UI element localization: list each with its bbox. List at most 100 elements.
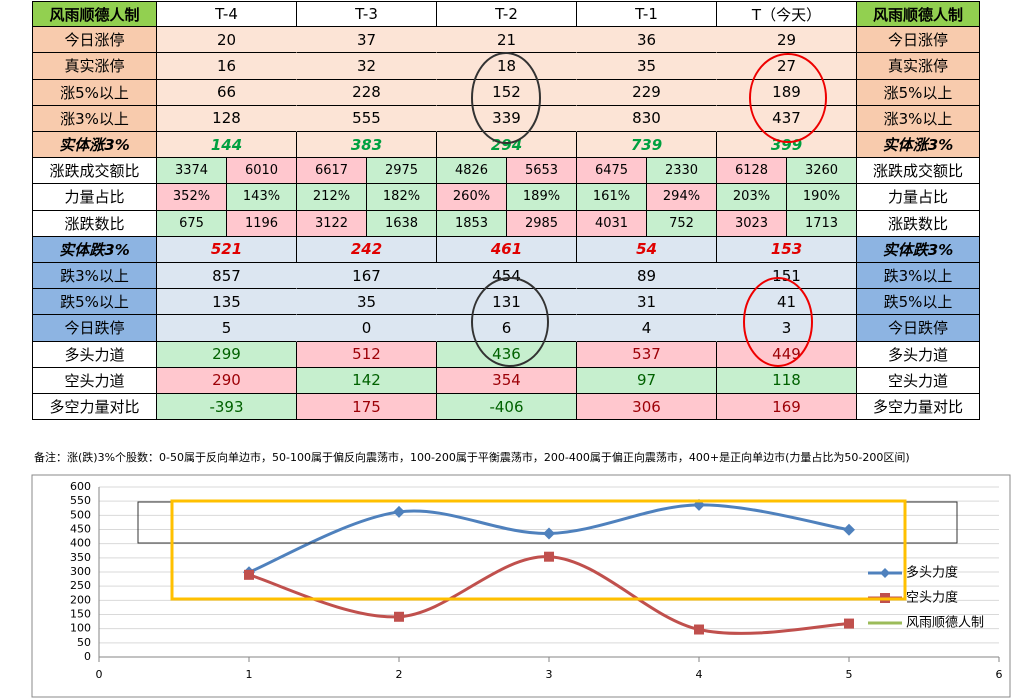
- series-line: [248, 555, 850, 635]
- x-tick-label: 1: [246, 668, 253, 681]
- marker: [844, 618, 854, 629]
- cell: 521: [157, 236, 297, 263]
- y-tick-label: 450: [70, 523, 91, 536]
- cell: 5653: [507, 158, 577, 185]
- cell: 多头力道: [32, 341, 157, 368]
- cell: 128: [157, 105, 297, 132]
- cell: 37: [297, 27, 437, 54]
- cell: 0: [297, 315, 437, 342]
- y-tick-label: 0: [84, 650, 91, 663]
- cell: 32: [297, 53, 437, 80]
- x-tick-label: 4: [696, 668, 703, 681]
- legend-marker: [880, 593, 890, 603]
- cell: 437: [717, 105, 857, 132]
- cell: 41: [717, 289, 857, 316]
- box: [170, 499, 907, 601]
- cell: 涨跌数比: [32, 210, 157, 237]
- cell: 66: [157, 79, 297, 106]
- cell: 54: [577, 236, 717, 263]
- cell: 实体跌3%: [32, 236, 157, 263]
- cell: 1196: [227, 210, 297, 237]
- x-tick-label: 2: [396, 668, 403, 681]
- y-tick-label: 300: [70, 565, 91, 578]
- cell: 6617: [297, 158, 367, 185]
- y-tick-label: 350: [70, 551, 91, 564]
- cell: 涨跌成交额比: [857, 158, 980, 185]
- cell: 229: [577, 79, 717, 106]
- y-tick-label: 250: [70, 579, 91, 592]
- marker: [244, 569, 254, 580]
- cell: 力量占比: [857, 184, 980, 211]
- cell: 空头力道: [32, 367, 157, 394]
- cell: 风雨顺德人制: [32, 1, 157, 28]
- cell: 今日涨停: [32, 27, 157, 54]
- cell: 118: [717, 367, 857, 394]
- cell: 555: [297, 105, 437, 132]
- y-tick-label: 200: [70, 593, 91, 606]
- cell: 739: [577, 132, 717, 159]
- cell: 399: [717, 132, 857, 159]
- cell: 537: [577, 341, 717, 368]
- cell: 6475: [577, 158, 647, 185]
- marker: [693, 498, 705, 511]
- cell: 5: [157, 315, 297, 342]
- marker: [243, 566, 255, 579]
- cell: T（今天）: [717, 1, 857, 28]
- cell: 89: [577, 263, 717, 290]
- marker: [544, 551, 554, 562]
- cell: 4031: [577, 210, 647, 237]
- cell: 294: [437, 132, 577, 159]
- cell: 512: [297, 341, 437, 368]
- cell: 多头力道: [857, 341, 980, 368]
- cell: 21: [437, 27, 577, 54]
- legend-marker: [880, 568, 890, 578]
- cell: 152: [437, 79, 577, 106]
- cell: 力量占比: [32, 184, 157, 211]
- cell: 18: [437, 53, 577, 80]
- cell: 实体跌3%: [857, 236, 980, 263]
- legend-label: 多头力度: [906, 565, 958, 581]
- marker: [543, 527, 555, 540]
- cell: 1638: [367, 210, 437, 237]
- cell: 306: [577, 394, 717, 421]
- cell: 31: [577, 289, 717, 316]
- y-tick-label: 100: [70, 622, 91, 635]
- cell: 203%: [717, 184, 787, 211]
- cell: 169: [717, 394, 857, 421]
- marker: [694, 624, 704, 635]
- cell: 真实涨停: [32, 53, 157, 80]
- cell: 752: [647, 210, 717, 237]
- cell: 454: [437, 263, 577, 290]
- x-tick-label: 5: [846, 668, 853, 681]
- y-tick-label: 600: [70, 480, 91, 493]
- marker: [394, 611, 404, 622]
- legend-label: 空头力度: [906, 590, 958, 606]
- y-tick-label: 50: [77, 636, 91, 649]
- cell: 290: [157, 367, 297, 394]
- cell: 涨3%以上: [857, 105, 980, 132]
- marker: [393, 505, 405, 518]
- cell: 3122: [297, 210, 367, 237]
- cell: 97: [577, 367, 717, 394]
- cell: 1853: [437, 210, 507, 237]
- legend-label: 风雨顺德人制: [906, 616, 984, 631]
- cell: 131: [437, 289, 577, 316]
- cell: 多空力量对比: [32, 394, 157, 421]
- cell: 142: [297, 367, 437, 394]
- cell: 151: [717, 263, 857, 290]
- cell: T-3: [297, 1, 437, 28]
- cell: 今日跌停: [32, 315, 157, 342]
- cell: 涨3%以上: [32, 105, 157, 132]
- cell: 352%: [157, 184, 227, 211]
- cell: 228: [297, 79, 437, 106]
- note: 备注：涨(跌)3%个股数：0-50属于反向单边市，50-100属于偏反向震荡市，…: [34, 451, 910, 464]
- x-tick-label: 6: [996, 668, 1003, 681]
- chart-border: [31, 474, 1011, 698]
- cell: 6: [437, 315, 577, 342]
- cell: 涨跌数比: [857, 210, 980, 237]
- cell: 2975: [367, 158, 437, 185]
- cell: T-1: [577, 1, 717, 28]
- cell: T-4: [157, 1, 297, 28]
- cell: 2330: [647, 158, 717, 185]
